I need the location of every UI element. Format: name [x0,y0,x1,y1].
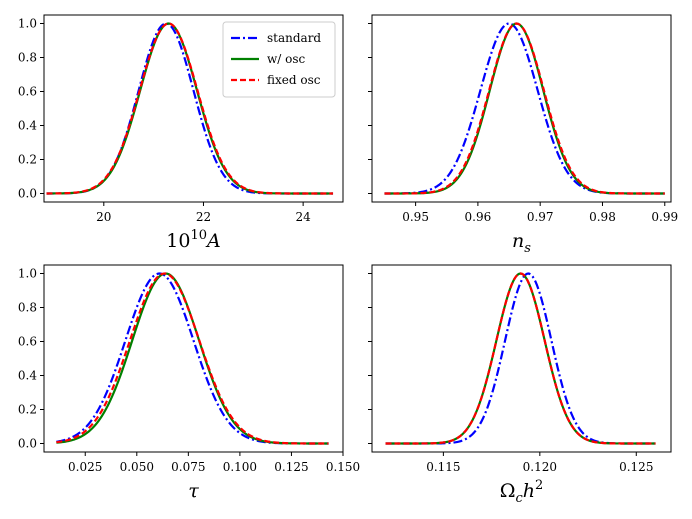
axes-frame [43,264,344,453]
x-tick-label: 0.025 [68,460,102,474]
curves [385,272,656,445]
legend-label-fixed-osc: fixed osc [267,73,321,87]
x-tick-label: 0.100 [223,460,257,474]
series-standard [385,272,656,445]
subplot-2: 0.95 0.96 0.97 0.98 0.99 ns [368,14,678,256]
y-tick-label: 1.0 [18,267,37,281]
subplot-4: 0.115 0.120 0.125 Ωch2 [368,264,672,506]
x-tick-label: 0.96 [465,210,492,224]
x-tick-label: 0.125 [619,460,653,474]
y-tick-label: 0.2 [18,153,37,167]
x-tick-label: 0.150 [326,460,360,474]
legend-label-standard: standard [267,31,321,45]
series-fixed-osc [46,22,334,195]
legend: standard w/ osc fixed osc [222,21,336,98]
series-w-osc [385,272,656,445]
x-tick-label: 0.99 [651,210,678,224]
x-tick-label: 0.95 [402,210,429,224]
x-tick-label: 24 [295,210,311,224]
curves [384,22,665,195]
y-tick-label: 0.4 [18,119,37,133]
x-tick-label: 20 [96,210,111,224]
x-tick-label: 0.115 [426,460,460,474]
subplot-1: 0.0 0.2 0.4 0.6 0.8 1.0 20 22 24 1010A standard w/ … [18,14,344,252]
y-tick-label: 0.8 [18,301,37,315]
curves [46,22,334,195]
x-axis-label: Ωch2 [500,478,544,506]
x-tick-label: 0.98 [589,210,616,224]
x-tick-label: 22 [196,210,211,224]
y-tick-label: 0.0 [18,437,37,451]
y-tick-label: 0.4 [18,369,37,383]
y-tick-label: 0.8 [18,51,37,65]
x-tick-label: 0.075 [171,460,205,474]
x-tick-label: 0.125 [274,460,308,474]
series-fixed-osc [384,22,665,195]
axes-frame [371,14,672,203]
x-tick-label: 0.050 [120,460,154,474]
series-standard [56,272,329,445]
x-axis-label: ns [512,230,531,256]
x-tick-label: 0.97 [527,210,554,224]
x-axis-label: τ [188,480,199,502]
legend-label-w-osc: w/ osc [267,52,306,66]
series-standard [384,22,665,195]
subplot-3: 0.0 0.2 0.4 0.6 0.8 1.0 0.025 0.050 0.075 0.100 0.… [18,264,360,502]
y-tick-label: 1.0 [18,17,37,31]
y-tick-label: 0.2 [18,403,37,417]
x-axis-label: 1010A [166,228,220,252]
y-tick-label: 0.6 [18,335,37,349]
y-tick-label: 0.0 [18,187,37,201]
curves [56,272,329,445]
x-tick-label: 0.120 [523,460,557,474]
axes-frame [43,14,344,203]
legend-box [222,21,336,98]
axes-frame [371,264,672,453]
series-fixed-osc [385,272,656,445]
y-tick-label: 0.6 [18,85,37,99]
series-w-osc [384,22,665,195]
series-fixed-osc [56,272,329,445]
